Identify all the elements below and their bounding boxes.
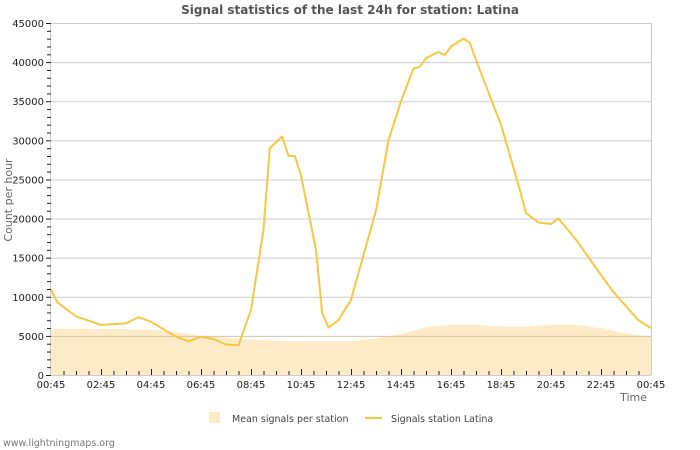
- y-tick-label: 10000: [12, 293, 44, 304]
- x-tick-label: 14:45: [387, 380, 416, 391]
- legend: Mean signals per station Signals station…: [209, 412, 493, 425]
- x-tick-label: 00:45: [637, 380, 666, 391]
- x-tick-label: 04:45: [137, 380, 166, 391]
- chart-title: Signal statistics of the last 24h for st…: [181, 3, 519, 17]
- y-axis-title: Count per hour: [2, 158, 15, 242]
- y-tick-label: 30000: [12, 136, 44, 147]
- plot-area: [50, 23, 652, 376]
- x-axis-title: Time: [619, 391, 647, 404]
- x-tick-label: 06:45: [187, 380, 216, 391]
- mean-signals-area: [51, 324, 651, 375]
- y-tick-label: 45000: [12, 19, 44, 30]
- legend-item-latina[interactable]: Signals station Latina: [365, 414, 493, 425]
- y-tick-label: 0: [38, 371, 44, 382]
- y-tick-label: 15000: [12, 254, 44, 265]
- x-tick-label: 08:45: [237, 380, 266, 391]
- y-axis: 0 5000 10000 15000 20000 25000 30000 35000 40000…: [12, 19, 51, 382]
- legend-swatch-mean: [209, 412, 220, 423]
- x-tick-label: 16:45: [437, 380, 466, 391]
- x-tick-label: 22:45: [587, 380, 616, 391]
- legend-label-mean: Mean signals per station: [232, 414, 348, 425]
- legend-item-mean[interactable]: Mean signals per station: [209, 412, 348, 425]
- x-axis: 00:45 02:45 04:45 06:45 08:45 10:45 12:45 14:45…: [37, 369, 666, 391]
- legend-label-latina: Signals station Latina: [391, 414, 493, 425]
- y-tick-label: 40000: [12, 58, 44, 69]
- y-tick-label: 20000: [12, 215, 44, 226]
- footer-credit[interactable]: www.lightningmaps.org: [3, 438, 115, 449]
- y-tick-label: 35000: [12, 97, 44, 108]
- x-tick-label: 18:45: [487, 380, 516, 391]
- y-tick-label: 25000: [12, 175, 44, 186]
- x-tick-label: 20:45: [537, 380, 566, 391]
- x-tick-label: 10:45: [287, 380, 316, 391]
- x-tick-label: 02:45: [87, 380, 116, 391]
- x-tick-label: 00:45: [37, 380, 66, 391]
- x-tick-label: 12:45: [337, 380, 366, 391]
- signals-station-line: [50, 37, 652, 347]
- y-tick-label: 5000: [19, 332, 44, 343]
